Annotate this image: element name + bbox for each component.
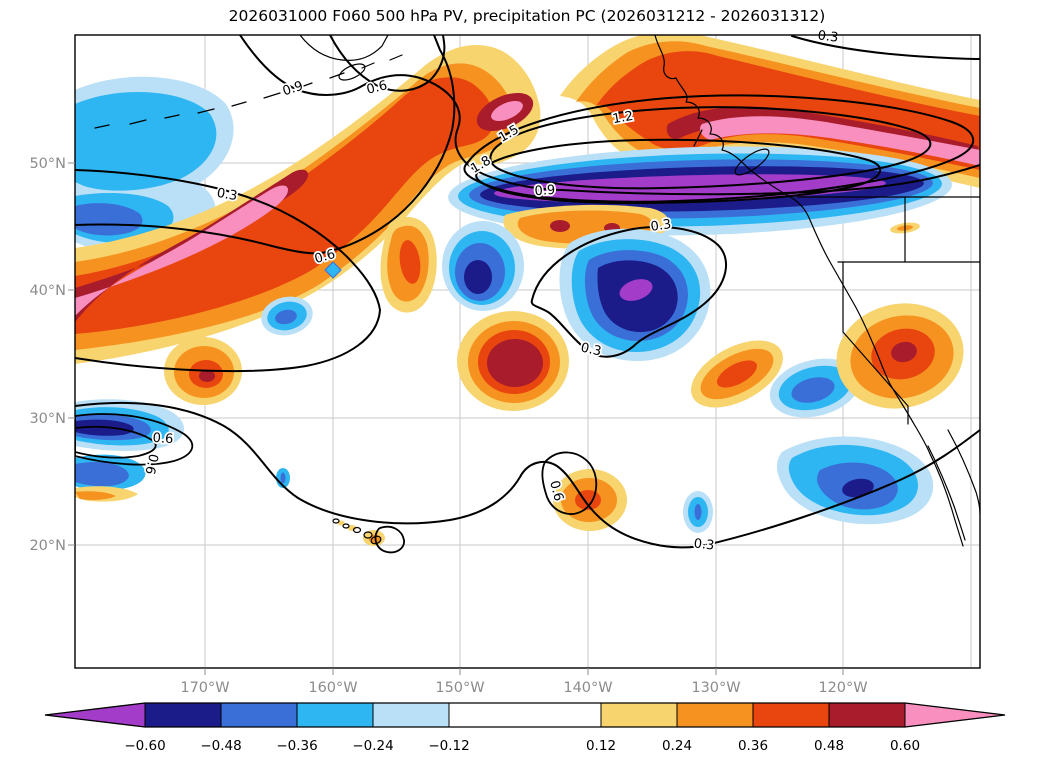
- contour-label: 0.3: [216, 186, 239, 204]
- colorbar-outline: [44, 702, 1006, 728]
- colorbar-extend-left: [45, 703, 145, 727]
- contour-label: 0.3: [650, 217, 673, 235]
- contour-label: 0.6: [365, 78, 389, 98]
- lat-tick-label: 30°N: [29, 411, 66, 427]
- contour-label: 0.9: [534, 183, 556, 199]
- lon-tick-label: 120°W: [818, 680, 867, 696]
- lat-tick-label: 50°N: [29, 156, 66, 172]
- colorbar-tick-label: −0.60: [124, 738, 165, 754]
- colorbar-segment: [753, 703, 829, 727]
- lon-tick-label: 160°W: [308, 680, 357, 696]
- contour-label: 1.2: [612, 109, 635, 127]
- axis-ticks: [68, 162, 844, 675]
- colorbar-tick-label: −0.12: [428, 738, 469, 754]
- lon-tick-label: 170°W: [180, 680, 229, 696]
- lon-tick-label: 130°W: [691, 680, 740, 696]
- colorbar-tick-label: −0.48: [200, 738, 241, 754]
- lat-tick-label: 40°N: [29, 283, 66, 299]
- axis-labels: 50°N 40°N 30°N 20°N 170°W 160°W 150°W 14…: [29, 156, 867, 696]
- colorbar-tick-label: 0.48: [814, 738, 844, 754]
- colorbar-tick-label: 0.24: [662, 738, 692, 754]
- colorbar-segment: [601, 703, 677, 727]
- colorbar: −0.60 −0.48 −0.36 −0.24 −0.12 0.12 0.24 …: [44, 702, 1006, 754]
- colorbar-segment: [297, 703, 373, 727]
- contour-label: 0.9: [281, 79, 305, 100]
- contour-label: 0.3: [579, 341, 602, 360]
- contour-labels: 0.3 0.9 0.6 1.2 1.5 1.8 0.9 0.3 0.6 0.3 …: [140, 27, 841, 556]
- colorbar-segment: [373, 703, 449, 727]
- plot-frame: [74, 34, 981, 669]
- plot-area: 0.3 0.9 0.6 1.2 1.5 1.8 0.9 0.3 0.6 0.3 …: [74, 27, 981, 669]
- colorbar-tick-label: 0.12: [586, 738, 616, 754]
- contour-label: 0.3: [693, 536, 715, 553]
- pv-contour-lines: [75, 35, 980, 554]
- contour-label: 0.6: [546, 479, 566, 503]
- colorbar-segment: [449, 703, 601, 727]
- colorbar-tick-label: −0.36: [276, 738, 317, 754]
- colorbar-tick-label: 0.60: [890, 738, 920, 754]
- figure-title: 2026031000 F060 500 hPa PV, precipitatio…: [229, 7, 826, 25]
- lon-tick-label: 150°W: [435, 680, 484, 696]
- colorbar-segment: [221, 703, 297, 727]
- lon-tick-label: 140°W: [563, 680, 612, 696]
- contour-label: 0.6: [152, 431, 174, 447]
- colorbar-segment: [677, 703, 753, 727]
- lat-tick-label: 20°N: [29, 538, 66, 554]
- colorbar-segment: [145, 703, 221, 727]
- colorbar-dividers: [144, 703, 906, 727]
- shaded-precipitation-field: [75, 35, 980, 546]
- colorbar-tick-label: −0.24: [352, 738, 393, 754]
- contour-label: 0.6: [142, 452, 161, 475]
- contour-label: 0.3: [817, 28, 839, 45]
- colorbar-extend-right: [905, 703, 1005, 727]
- colorbar-segment: [829, 703, 905, 727]
- colorbar-tick-label: 0.36: [738, 738, 768, 754]
